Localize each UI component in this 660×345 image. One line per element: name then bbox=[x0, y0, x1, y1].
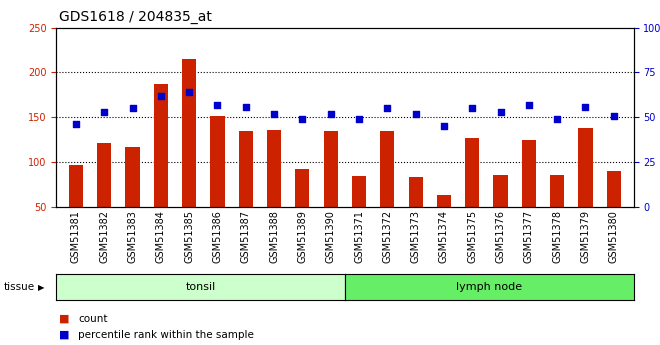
Point bbox=[523, 102, 534, 108]
Text: lymph node: lymph node bbox=[456, 282, 522, 292]
Bar bbox=[211, 116, 224, 252]
Bar bbox=[578, 128, 593, 252]
Point bbox=[552, 116, 562, 122]
Point bbox=[580, 104, 591, 109]
Bar bbox=[409, 177, 422, 252]
Text: count: count bbox=[78, 314, 108, 324]
Point bbox=[156, 93, 166, 99]
Bar bbox=[69, 165, 83, 252]
Bar bbox=[465, 138, 479, 252]
Text: tissue: tissue bbox=[3, 282, 34, 292]
Bar bbox=[125, 147, 140, 252]
Text: percentile rank within the sample: percentile rank within the sample bbox=[78, 330, 253, 339]
Bar bbox=[550, 175, 564, 252]
Bar bbox=[295, 169, 310, 252]
Point bbox=[411, 111, 421, 117]
Point bbox=[99, 109, 110, 115]
Text: ▶: ▶ bbox=[38, 283, 45, 292]
Point bbox=[325, 111, 336, 117]
Text: GDS1618 / 204835_at: GDS1618 / 204835_at bbox=[59, 10, 213, 24]
Point bbox=[609, 113, 619, 118]
Bar bbox=[323, 131, 338, 252]
Bar bbox=[380, 131, 395, 252]
Text: ■: ■ bbox=[59, 330, 70, 339]
Point bbox=[382, 106, 393, 111]
Bar bbox=[522, 140, 536, 252]
Point bbox=[269, 111, 279, 117]
Bar bbox=[182, 59, 196, 252]
Bar bbox=[352, 176, 366, 252]
Point bbox=[467, 106, 478, 111]
Point bbox=[184, 89, 195, 95]
Point bbox=[71, 122, 81, 127]
Bar bbox=[97, 143, 112, 252]
Bar bbox=[607, 171, 621, 252]
Point bbox=[212, 102, 222, 108]
Point bbox=[297, 116, 308, 122]
Text: tonsil: tonsil bbox=[185, 282, 216, 292]
Bar bbox=[494, 175, 508, 252]
Bar bbox=[437, 195, 451, 252]
Bar bbox=[154, 84, 168, 252]
Bar bbox=[267, 130, 281, 252]
Point bbox=[495, 109, 506, 115]
Bar bbox=[239, 131, 253, 252]
Point bbox=[439, 124, 449, 129]
Point bbox=[240, 104, 251, 109]
Point bbox=[354, 116, 364, 122]
Point bbox=[127, 106, 138, 111]
Text: ■: ■ bbox=[59, 314, 70, 324]
